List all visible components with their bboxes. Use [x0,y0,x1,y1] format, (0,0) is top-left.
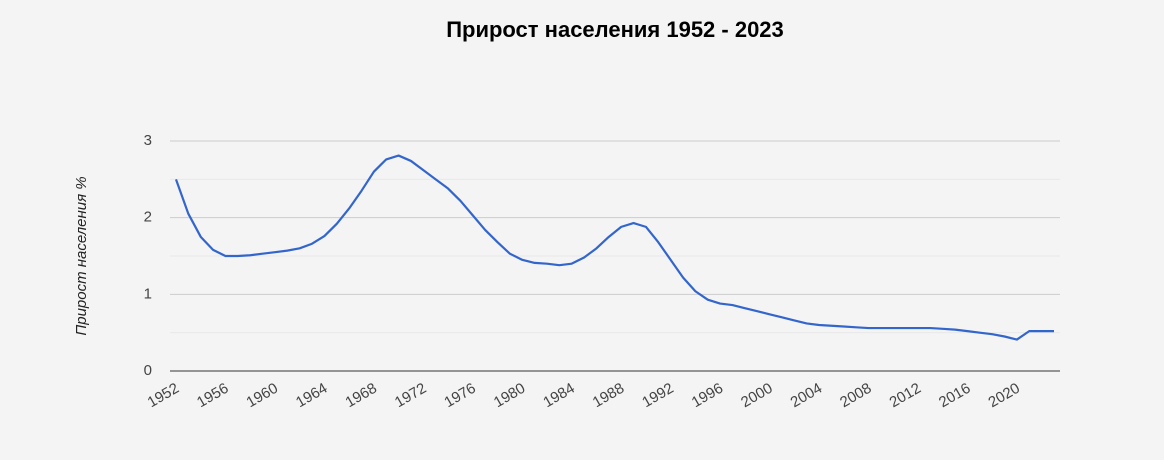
data-line [174,154,1054,341]
y-axis-title: Прирост населения % [73,176,90,335]
y-tick-label: 2 [144,209,152,226]
y-tick-label: 0 [144,362,152,379]
y-tick-label: 3 [144,132,152,149]
y-tick-label: 1 [144,285,152,302]
chart-title: Прирост населения 1952 - 2023 [446,17,784,42]
